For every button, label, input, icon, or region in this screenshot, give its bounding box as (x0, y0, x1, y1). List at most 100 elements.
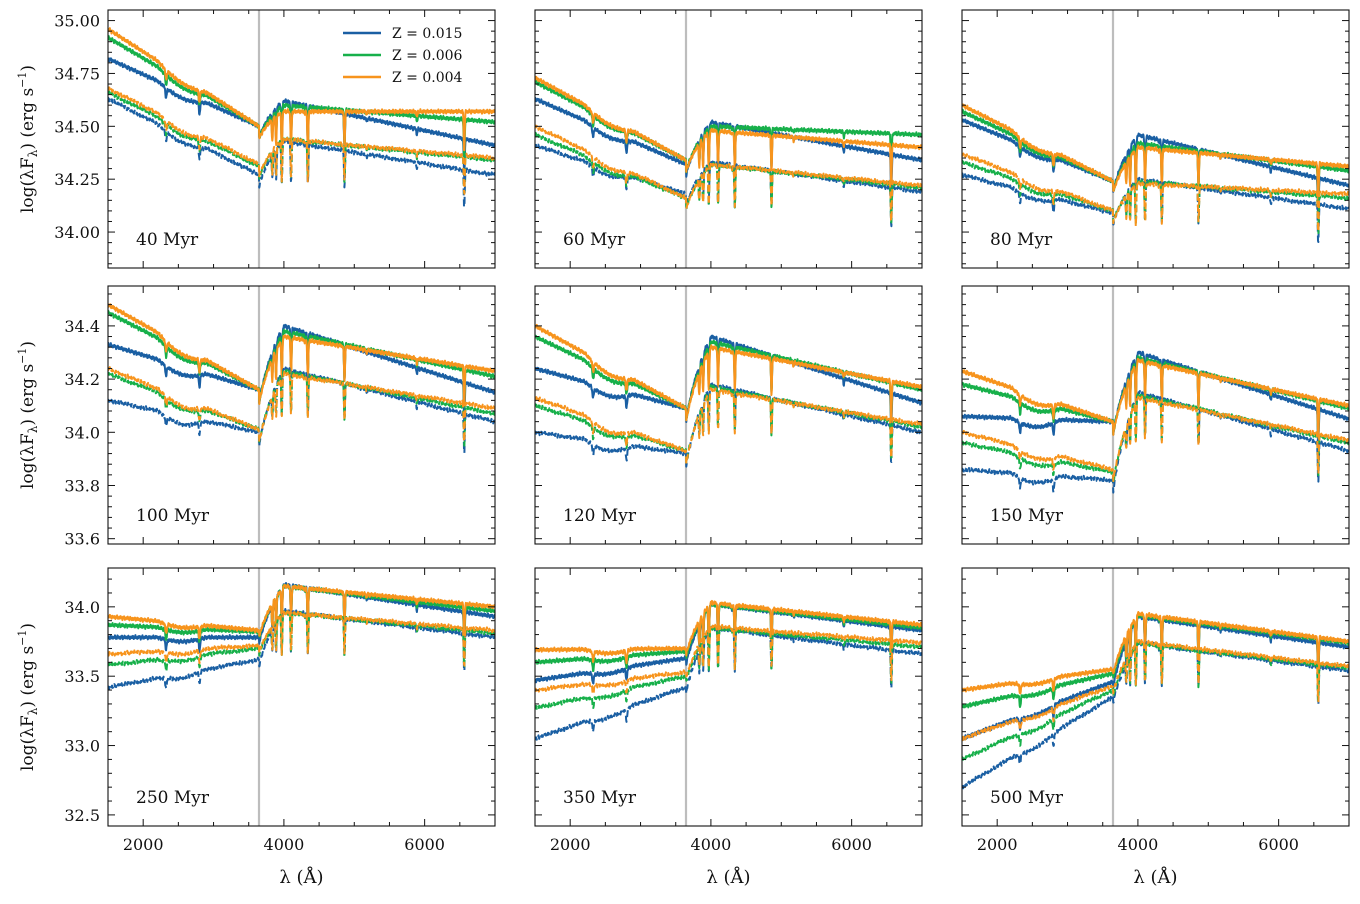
y-axis-label: log(λFλ) (erg s−1) (16, 341, 40, 489)
series-line (535, 601, 922, 685)
legend-label: Z = 0.006 (392, 48, 463, 64)
y-tick-label: 34.00 (54, 223, 100, 242)
y-label-part: λ (26, 707, 40, 715)
y-label-part: ) (18, 341, 38, 348)
series-line (108, 610, 495, 673)
y-axis-label: log(λFλ) (erg s−1) (16, 65, 40, 213)
panel-age-label: 100 Myr (136, 506, 210, 526)
y-tick-label: 34.25 (54, 170, 100, 189)
panel-500-myr: 2000 4000 6000 λ (Å) 500 Myr (961, 567, 1350, 888)
panel-250-myr: 2000 4000 6000 λ (Å) 32.5 33.0 33.5 34.0 250 Myr (64, 567, 496, 888)
series-line (535, 601, 922, 672)
series-line (108, 366, 495, 454)
panel-age-label: 120 Myr (563, 506, 637, 526)
y-label-part: ) (erg s (18, 364, 38, 426)
y-tick-label: 34.2 (64, 370, 100, 389)
legend-label: Z = 0.004 (392, 70, 463, 86)
series-line (535, 623, 922, 696)
y-tick-label: 33.5 (64, 667, 100, 686)
series-line (108, 310, 495, 409)
axes-frame (961, 9, 1350, 269)
panel-40-myr: 34.00 34.25 34.50 34.75 35.00 40 Myr (54, 9, 496, 269)
axes-frame (107, 285, 496, 545)
series-line (962, 390, 1349, 494)
axes-frame (107, 567, 496, 827)
series-line (962, 640, 1349, 790)
series-line (108, 609, 495, 667)
panel-age-label: 250 Myr (136, 788, 210, 808)
series-line (962, 118, 1349, 218)
x-tick-label: 4000 (264, 835, 305, 854)
y-tick-label: 32.5 (64, 806, 100, 825)
y-label-part: log(λF (18, 433, 38, 489)
series-line (108, 27, 495, 153)
panel-age-label: 150 Myr (990, 506, 1064, 526)
series-line (535, 387, 922, 466)
panel-age-label: 40 Myr (136, 230, 199, 250)
series-line (108, 97, 495, 208)
series-line (108, 323, 495, 422)
legend: Z = 0.015 Z = 0.006 Z = 0.004 (343, 26, 463, 86)
y-label-part: ) (erg s (18, 646, 38, 708)
x-axis-label: λ (Å) (706, 866, 750, 888)
series-line (108, 608, 495, 691)
y-label-part: −1 (16, 72, 29, 88)
y-label-part: ) (erg s (18, 88, 38, 150)
x-axis-label: λ (Å) (279, 866, 323, 888)
series-line (535, 334, 922, 434)
series-line (108, 303, 495, 407)
x-tick-label: 2000 (977, 835, 1018, 854)
series-line (535, 382, 922, 468)
y-tick-label: 34.4 (64, 317, 100, 336)
panel-age-label: 60 Myr (563, 230, 626, 250)
y-axis-label: log(λFλ) (erg s−1) (16, 623, 40, 771)
series-line (108, 582, 495, 654)
series-line (535, 599, 922, 665)
y-tick-label: 34.0 (64, 598, 100, 617)
x-tick-label: 6000 (831, 835, 872, 854)
series-line (108, 583, 495, 645)
series-line (535, 97, 922, 193)
y-label-part: λ (26, 149, 40, 157)
series-line (962, 103, 1349, 204)
x-tick-label: 4000 (1118, 835, 1159, 854)
panel-age-label: 80 Myr (990, 230, 1053, 250)
axes-frame (961, 567, 1350, 827)
y-label-part: −1 (16, 630, 29, 646)
y-label-part: −1 (16, 348, 29, 364)
panel-age-label: 500 Myr (990, 788, 1064, 808)
panel-100-myr: 33.6 33.8 34.0 34.2 34.4 100 Myr (64, 285, 496, 549)
series-line (108, 35, 495, 160)
series-line (962, 152, 1349, 233)
series-line (962, 639, 1349, 742)
y-tick-label: 33.6 (64, 530, 100, 549)
x-tick-label: 2000 (550, 835, 591, 854)
axes-frame (534, 9, 923, 269)
y-tick-label: 33.0 (64, 737, 100, 756)
x-tick-label: 6000 (1258, 835, 1299, 854)
series-line (108, 366, 495, 443)
series-line (535, 124, 922, 223)
panel-age-label: 350 Myr (563, 788, 637, 808)
axes-frame (107, 9, 496, 269)
x-tick-label: 4000 (691, 835, 732, 854)
x-tick-label: 6000 (404, 835, 445, 854)
y-label-part: ) (18, 623, 38, 630)
series-line (535, 131, 922, 224)
series-line (535, 143, 922, 228)
y-label-part: log(λF (18, 157, 38, 213)
series-line (535, 323, 922, 422)
panel-80-myr: 80 Myr (961, 9, 1350, 269)
axes-frame (534, 285, 923, 545)
x-axis-label: λ (Å) (1133, 866, 1177, 888)
axes-frame (534, 567, 923, 827)
legend-label: Z = 0.015 (392, 26, 462, 42)
y-tick-label: 33.8 (64, 476, 100, 495)
series-line (108, 86, 495, 195)
y-label-part: ) (18, 65, 38, 72)
series-line (962, 357, 1349, 439)
y-label-part: log(λF (18, 715, 38, 771)
panel-60-myr: 60 Myr (534, 9, 923, 269)
series-line (962, 395, 1349, 483)
